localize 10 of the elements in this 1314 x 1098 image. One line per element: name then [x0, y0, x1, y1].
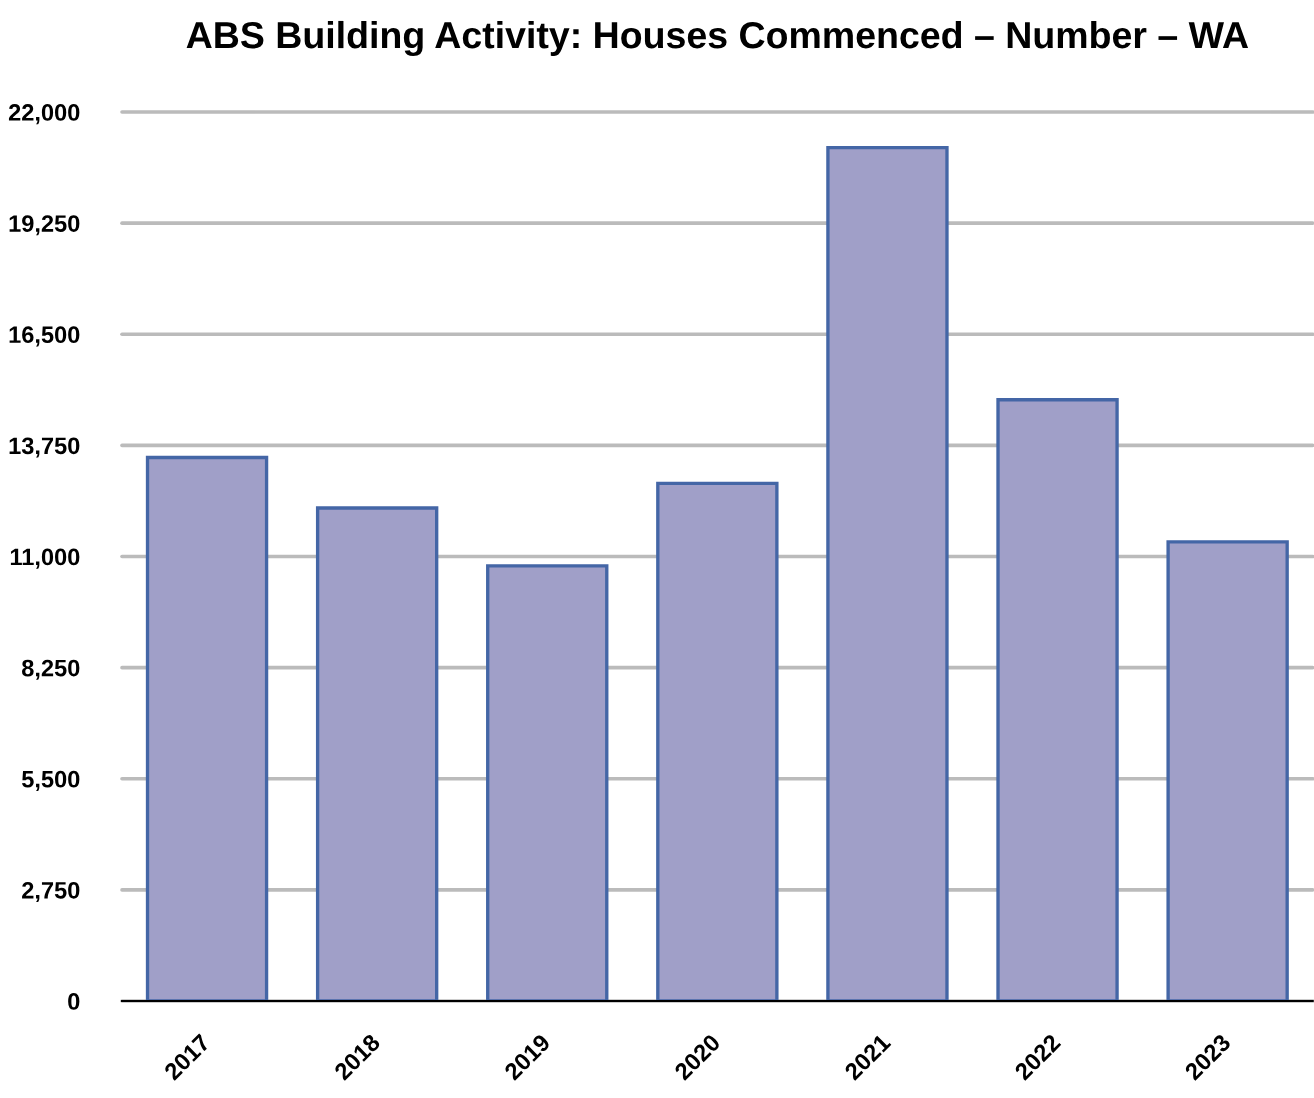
y-tick-label: 11,000	[10, 548, 80, 569]
y-tick-label: 22,000	[8, 104, 80, 125]
y-tick-label: 16,500	[9, 326, 80, 347]
y-tick-label: 0	[68, 993, 80, 1010]
y-tick-label: 19,250	[9, 215, 80, 236]
y-tick-label: 8,250	[22, 659, 80, 680]
y-tick-label: 13,750	[9, 437, 80, 458]
chart-title: ABS Building Activity: Houses Commenced – Number – WA	[186, 20, 1249, 57]
y-tick-label: 2,750	[22, 881, 80, 903]
y-tick-label: 5,500	[21, 770, 80, 791]
